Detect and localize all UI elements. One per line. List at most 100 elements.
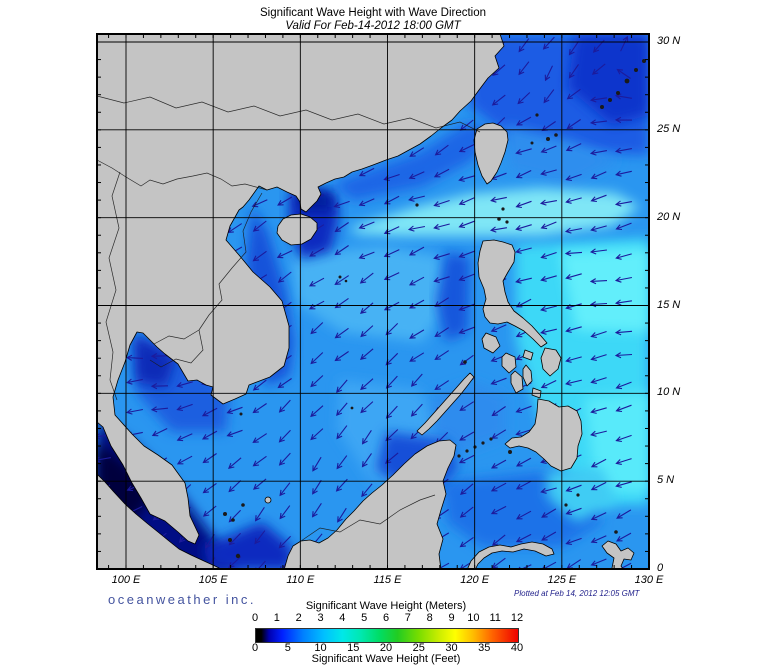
colorbar-meters-tick: 1 [273, 612, 280, 624]
colorbar-meters-tick: 6 [382, 612, 390, 624]
wave-arrow [615, 222, 632, 231]
island-panay [501, 352, 517, 374]
colorbar-meters-tick: 9 [448, 612, 455, 624]
wave-zone-mindanao-east-bright [585, 392, 649, 492]
wave-arrow [408, 276, 425, 286]
wave-arrow [459, 354, 474, 366]
wave-arrow [540, 275, 557, 282]
wave-arrow [202, 505, 217, 517]
colorbar-meters-tick: 2 [295, 612, 302, 624]
lon-tick-label: 110 E [286, 574, 315, 586]
island-dot-ryukyu [624, 78, 630, 84]
wave-arrow [434, 327, 450, 338]
wave-arrow [590, 225, 607, 232]
wave-arrow [408, 195, 425, 202]
wave-arrow [333, 200, 350, 209]
wave-arrow [590, 354, 607, 361]
colorbar-feet-tick: 10 [314, 642, 327, 654]
wave-arrow [201, 430, 218, 440]
island-dot-paracel [344, 279, 348, 283]
island-dot-sulu [489, 437, 493, 441]
wave-arrow [589, 149, 607, 156]
colorbar-title-feet: Significant Wave Height (Feet) [311, 653, 461, 665]
island-dot-riau [231, 518, 235, 522]
wave-arrow [407, 225, 426, 232]
wave-arrow [540, 251, 557, 260]
wave-arrow [150, 353, 169, 360]
island-cebu [522, 364, 533, 387]
island-dot-ishigaki [554, 133, 558, 137]
island-dot-natuna [264, 496, 272, 504]
wave-arrow [458, 197, 475, 206]
lat-tick-label: 25 N [657, 122, 681, 135]
lon-tick-label: 130 E [634, 574, 664, 586]
wave-arrow [540, 145, 557, 154]
wave-arrow [334, 297, 349, 309]
map-frame [96, 33, 650, 570]
island-dot-sulu [465, 449, 469, 453]
colorbar-gradient [255, 628, 519, 643]
wave-arrow [540, 169, 557, 176]
wave-arrow [615, 381, 632, 390]
wave-arrow [337, 507, 347, 523]
wave-zone-taiwan-east [505, 125, 620, 185]
border-line [97, 159, 268, 191]
wave-arrow [590, 194, 607, 203]
wave-arrow [565, 356, 582, 363]
wave-arrow [336, 379, 348, 393]
wave-arrow [589, 301, 608, 308]
wave-arrow [228, 480, 242, 493]
wave-arrow [358, 198, 375, 207]
border-line [142, 329, 200, 345]
wave-arrow [564, 250, 583, 257]
wave-arrow [590, 430, 607, 437]
wave-arrow [226, 406, 243, 415]
wave-arrow [252, 403, 267, 414]
wave-arrow [565, 484, 582, 493]
wave-arrow [590, 512, 607, 521]
wave-arrow [539, 199, 557, 206]
wave-arrow [590, 377, 607, 384]
island-dot-paracel [338, 275, 342, 279]
wave-arrow [490, 459, 507, 469]
lon-tick-label: 105 E [198, 574, 228, 586]
oceanweather-branding: oceanweather inc. [108, 592, 257, 607]
wave-arrow [310, 405, 324, 418]
wave-arrow [310, 322, 324, 335]
colorbar-feet-tick: 25 [412, 642, 425, 654]
wave-arrow [459, 506, 474, 518]
wave-arrow [279, 482, 291, 497]
wave-arrow [434, 144, 449, 156]
wave-arrow [460, 483, 474, 495]
wave-arrow [614, 200, 632, 207]
wave-arrow [336, 455, 348, 470]
wave-arrow [277, 378, 292, 389]
wave-arrow [202, 453, 217, 464]
colorbar-feet-tick: 35 [478, 642, 491, 654]
wave-arrow [515, 480, 532, 490]
wave-arrow [311, 502, 322, 518]
wave-arrow [490, 505, 507, 515]
wave-arrow [568, 41, 579, 56]
wave-arrow [542, 36, 555, 50]
wave-arrow [433, 253, 450, 260]
wave-arrow [515, 429, 532, 436]
wave-zone-philippine-sea-bright [560, 248, 649, 332]
wave-arrow [278, 429, 291, 443]
lat-tick-label: 10 N [657, 386, 681, 399]
wave-arrow [252, 220, 267, 232]
wave-arrow [543, 89, 555, 104]
wave-arrow [565, 173, 582, 182]
island-mindoro [481, 332, 501, 354]
wave-arrow [176, 403, 193, 412]
border-line [300, 494, 436, 542]
wave-arrow [336, 425, 348, 440]
island-dot-condao [239, 412, 243, 416]
wave-arrow [565, 326, 582, 333]
wave-arrow [312, 479, 322, 495]
wave-arrow [615, 532, 632, 542]
colorbar-meters-tick: 0 [251, 612, 259, 624]
wave-arrow [590, 407, 607, 414]
island-luzon [477, 239, 548, 348]
